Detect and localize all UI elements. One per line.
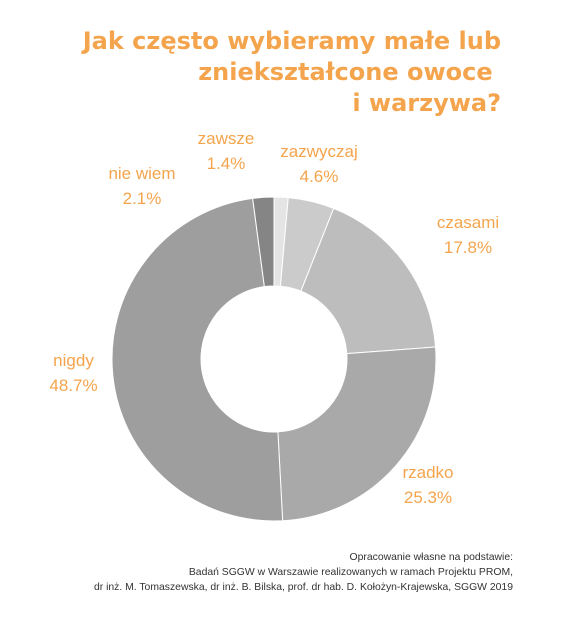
label-zazwyczaj-value: 4.6% bbox=[299, 167, 339, 186]
label-nie-wiem: nie wiem 2.1% bbox=[97, 161, 187, 211]
label-rzadko: rzadko 25.3% bbox=[388, 460, 468, 510]
label-nie-wiem-value: 2.1% bbox=[122, 189, 162, 208]
source-line-3: dr inż. M. Tomaszewska, dr inż. B. Bilsk… bbox=[93, 582, 513, 593]
source-note: Opracowanie własne na podstawie: Badań S… bbox=[94, 550, 513, 595]
label-nigdy: nigdy 48.7% bbox=[36, 348, 111, 398]
label-nigdy-name: nigdy bbox=[53, 351, 94, 370]
label-zazwyczaj-name: zazwyczaj bbox=[280, 142, 358, 161]
chart-title-line-2: zniekształcone owoce bbox=[198, 58, 501, 86]
source-line-1: Opracowanie własne na podstawie: bbox=[349, 552, 513, 563]
label-czasami: czasami 17.8% bbox=[428, 210, 508, 260]
slice-nie-wiem bbox=[252, 196, 275, 288]
label-czasami-name: czasami bbox=[436, 213, 500, 232]
label-zawsze: zawsze 1.4% bbox=[191, 126, 261, 176]
chart-title-line-1: Jak często wybieramy małe lub bbox=[82, 27, 501, 55]
label-zawsze-name: zawsze bbox=[197, 129, 255, 148]
chart-title: Jak często wybieramy małe lub zniekształ… bbox=[83, 26, 501, 119]
label-rzadko-name: rzadko bbox=[402, 463, 454, 482]
label-nigdy-value: 48.7% bbox=[49, 376, 98, 395]
chart-title-line-3: i warzywa? bbox=[352, 89, 501, 117]
label-rzadko-value: 25.3% bbox=[403, 488, 453, 507]
slice-nigdy bbox=[111, 197, 284, 522]
label-czasami-value: 17.8% bbox=[443, 238, 493, 257]
source-line-2: Badań SGGW w Warszawie realizowanych w r… bbox=[188, 567, 513, 578]
label-zawsze-value: 1.4% bbox=[206, 154, 246, 173]
slice-czasami bbox=[300, 207, 437, 355]
label-nie-wiem-name: nie wiem bbox=[108, 164, 176, 183]
label-zazwyczaj: zazwyczaj 4.6% bbox=[269, 139, 369, 189]
slice-rzadko bbox=[277, 346, 437, 522]
